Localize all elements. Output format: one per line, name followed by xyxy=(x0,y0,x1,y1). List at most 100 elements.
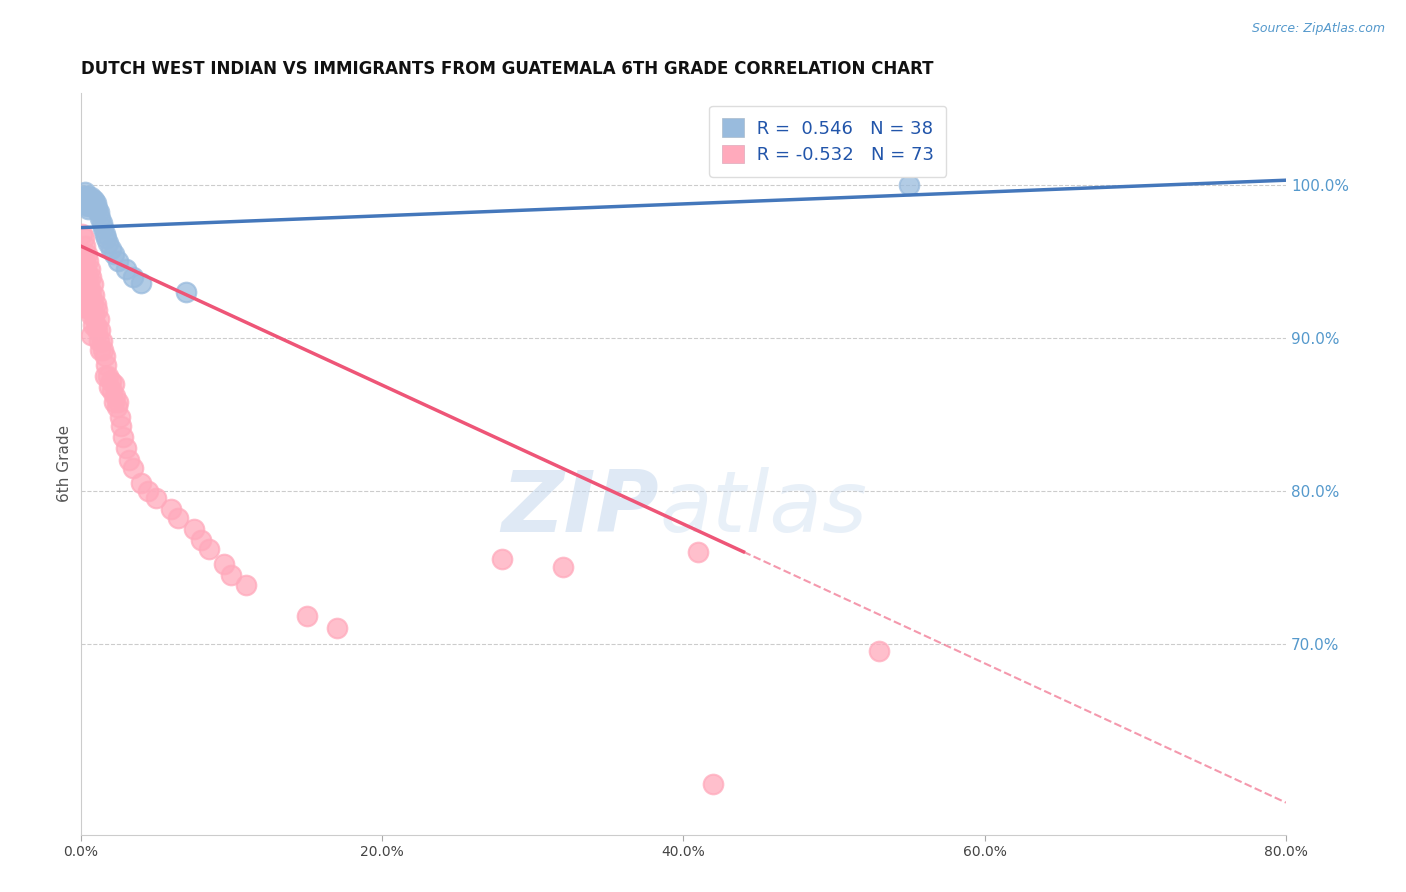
Point xyxy=(70,246,93,260)
Point xyxy=(73,190,96,204)
Point xyxy=(82,297,104,311)
Point xyxy=(72,188,94,202)
Point xyxy=(76,199,98,213)
Point xyxy=(77,254,100,268)
Point xyxy=(114,261,136,276)
Point xyxy=(103,376,125,391)
Point xyxy=(77,190,100,204)
Point xyxy=(77,196,100,211)
Point xyxy=(73,186,96,200)
Point xyxy=(688,545,710,559)
Point xyxy=(89,211,111,226)
Point xyxy=(91,220,114,235)
Point xyxy=(80,269,103,284)
Point xyxy=(110,419,132,434)
Point xyxy=(93,349,115,363)
Point xyxy=(87,205,110,219)
Point xyxy=(94,358,117,372)
Point xyxy=(101,384,124,399)
Point xyxy=(97,235,120,250)
Point xyxy=(73,196,96,211)
Point xyxy=(122,269,145,284)
Y-axis label: 6th Grade: 6th Grade xyxy=(58,425,72,502)
Point xyxy=(122,460,145,475)
Point xyxy=(89,343,111,357)
Point xyxy=(86,303,108,318)
Point xyxy=(702,777,724,791)
Point xyxy=(83,193,105,207)
Point xyxy=(107,395,129,409)
Point xyxy=(84,297,107,311)
Point xyxy=(160,502,183,516)
Point xyxy=(100,242,122,256)
Point xyxy=(76,246,98,260)
Point xyxy=(80,288,103,302)
Point xyxy=(103,395,125,409)
Point xyxy=(79,193,101,207)
Point xyxy=(118,453,141,467)
Point xyxy=(90,216,112,230)
Point xyxy=(79,303,101,318)
Point xyxy=(104,389,127,403)
Point xyxy=(87,312,110,326)
Point xyxy=(136,483,159,498)
Text: ZIP: ZIP xyxy=(502,467,659,549)
Point xyxy=(190,533,212,547)
Point xyxy=(77,293,100,308)
Point xyxy=(70,193,93,207)
Point xyxy=(167,511,190,525)
Point xyxy=(80,196,103,211)
Point xyxy=(295,609,318,624)
Point xyxy=(86,323,108,337)
Point xyxy=(70,227,93,241)
Point xyxy=(219,567,242,582)
Point xyxy=(76,193,98,207)
Point xyxy=(73,239,96,253)
Point xyxy=(174,285,197,299)
Text: Source: ZipAtlas.com: Source: ZipAtlas.com xyxy=(1251,22,1385,36)
Point xyxy=(72,261,94,276)
Point xyxy=(72,196,94,211)
Point xyxy=(76,188,98,202)
Point xyxy=(183,522,205,536)
Point xyxy=(551,560,574,574)
Point xyxy=(79,282,101,296)
Point xyxy=(129,276,152,290)
Point xyxy=(235,578,257,592)
Point xyxy=(103,246,125,260)
Point xyxy=(114,441,136,455)
Point xyxy=(84,202,107,217)
Point xyxy=(82,318,104,333)
Point xyxy=(86,201,108,215)
Point xyxy=(108,410,131,425)
Point xyxy=(87,334,110,348)
Point xyxy=(72,251,94,265)
Point xyxy=(73,300,96,314)
Point xyxy=(898,178,921,192)
Point xyxy=(129,475,152,490)
Point xyxy=(72,231,94,245)
Point xyxy=(107,254,129,268)
Point xyxy=(325,621,347,635)
Point xyxy=(93,368,115,383)
Point xyxy=(79,199,101,213)
Point xyxy=(111,430,134,444)
Point xyxy=(83,308,105,322)
Point xyxy=(79,261,101,276)
Point xyxy=(84,318,107,333)
Point xyxy=(80,327,103,342)
Point xyxy=(76,288,98,302)
Point xyxy=(100,374,122,388)
Point xyxy=(73,277,96,292)
Point xyxy=(82,193,104,207)
Point xyxy=(76,267,98,281)
Point xyxy=(80,308,103,322)
Point xyxy=(93,227,115,241)
Point xyxy=(89,323,111,337)
Point xyxy=(90,334,112,348)
Point xyxy=(77,202,100,217)
Point xyxy=(145,491,167,506)
Point xyxy=(94,231,117,245)
Point xyxy=(97,368,120,383)
Text: DUTCH WEST INDIAN VS IMMIGRANTS FROM GUATEMALA 6TH GRADE CORRELATION CHART: DUTCH WEST INDIAN VS IMMIGRANTS FROM GUA… xyxy=(80,60,934,78)
